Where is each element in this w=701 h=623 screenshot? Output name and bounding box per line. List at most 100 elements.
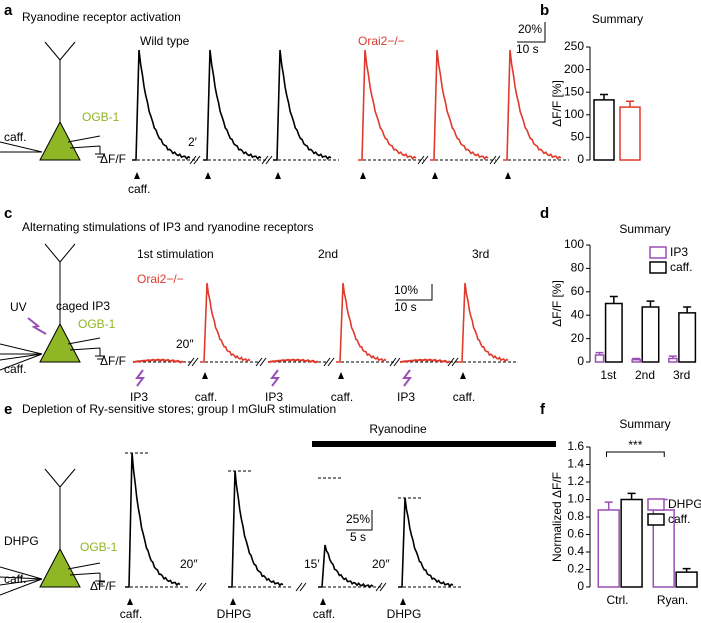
- dye-label: OGB-1: [82, 110, 120, 124]
- baseline-label: ΔF/F: [100, 354, 126, 368]
- stimulus-label: caff.: [128, 182, 150, 196]
- bar: [620, 498, 643, 588]
- dendrite: [44, 41, 76, 122]
- y-tick-label: 100: [564, 107, 584, 121]
- trace: [200, 282, 251, 363]
- stimulus-label: IP3: [397, 390, 415, 404]
- y-tick-label: 80: [571, 261, 585, 275]
- x-tick-label: Ctrl.: [607, 593, 629, 607]
- pipette-label: caff.: [4, 572, 26, 586]
- legend-swatch: [649, 246, 667, 259]
- dendrite: [44, 468, 76, 549]
- trace: [132, 49, 191, 161]
- trace: [318, 544, 374, 589]
- stimulus-arrow: [320, 598, 326, 605]
- axis-break: [261, 155, 273, 165]
- error-bar: [609, 295, 618, 304]
- chart-title: Summary: [619, 417, 670, 431]
- y-tick-label: 0.6: [567, 527, 584, 541]
- neuron: [39, 322, 81, 363]
- stimulation-label: 1st stimulation: [137, 247, 214, 261]
- axis-break: [295, 582, 307, 592]
- scale-label: 5 s: [350, 530, 366, 544]
- axis-break: [417, 155, 429, 165]
- dye-label: OGB-1: [80, 540, 118, 554]
- bar: [619, 106, 641, 161]
- axis-break: [375, 582, 387, 592]
- condition-label: Orai2−/−: [137, 272, 184, 286]
- panel-letter: c: [4, 205, 12, 222]
- scale-label: 10 s: [516, 42, 539, 56]
- bar: [604, 302, 623, 363]
- uv-label: UV: [10, 300, 27, 314]
- y-axis-label: ΔF/F [%]: [550, 280, 564, 327]
- error-bar: [682, 567, 691, 573]
- trace: [398, 497, 454, 588]
- uv-flash: [402, 369, 412, 387]
- y-tick-label: 0: [577, 152, 584, 166]
- panel-letter: d: [540, 205, 549, 222]
- chart-title: Summary: [592, 12, 643, 26]
- bar: [597, 509, 620, 588]
- stimulus-arrow: [127, 598, 133, 605]
- y-tick-label: 200: [564, 62, 584, 76]
- trace: [336, 282, 387, 363]
- stimulus-label: caff.: [331, 390, 353, 404]
- y-tick-label: 150: [564, 84, 584, 98]
- pipette: [0, 343, 43, 355]
- scale-bar: [346, 510, 373, 531]
- time-gap: 20″: [176, 337, 194, 351]
- error-bar: [632, 357, 641, 360]
- annotation: ***: [628, 438, 642, 452]
- bar: [594, 354, 605, 363]
- stimulation-label: 2nd: [318, 247, 338, 261]
- electrode: [67, 562, 105, 585]
- electrode: [67, 337, 105, 360]
- legend-label: IP3: [670, 245, 688, 259]
- error-bar: [668, 355, 677, 359]
- x-tick-label: 3rd: [673, 368, 690, 382]
- x-tick-label: Ryan.: [657, 593, 688, 607]
- pipette-label: caff.: [4, 362, 26, 376]
- y-tick-label: 250: [564, 39, 584, 53]
- neuron: [39, 547, 81, 588]
- scale-bar: [517, 22, 546, 43]
- y-tick-label: 1.4: [567, 457, 584, 471]
- scale-label: 25%: [346, 512, 370, 526]
- axis-break: [187, 357, 199, 367]
- trace: [458, 282, 509, 363]
- drug-label: Ryanodine: [369, 422, 427, 436]
- trace: [399, 358, 451, 364]
- pipette: [0, 353, 43, 371]
- trace: [228, 470, 284, 588]
- dendrite: [44, 243, 76, 324]
- panel-letter: a: [4, 2, 13, 19]
- time-gap: 15′: [304, 557, 320, 571]
- error-bar: [595, 351, 604, 355]
- trace: [503, 49, 562, 161]
- stimulus-label: caff.: [313, 607, 335, 621]
- condition-label: Wild type: [140, 34, 190, 48]
- chart-title: Summary: [619, 222, 670, 236]
- y-tick-label: 1.2: [567, 474, 584, 488]
- y-tick-label: 1.6: [567, 439, 584, 453]
- trace: [430, 49, 489, 161]
- stimulus-label: IP3: [130, 390, 148, 404]
- panel-letter: f: [540, 401, 546, 418]
- uv-flash: [270, 369, 280, 387]
- pipette-label: DHPG: [4, 534, 39, 548]
- stimulus-label: caff.: [453, 390, 475, 404]
- error-bar: [627, 492, 636, 500]
- scale-bar: [396, 284, 433, 301]
- scale-label: 10%: [394, 283, 418, 297]
- legend-label: DHPG: [668, 497, 701, 511]
- time-gap: 2′: [188, 135, 198, 149]
- axis-break: [189, 155, 201, 165]
- condition-label: Orai2−/−: [358, 34, 405, 48]
- stimulus-arrow: [338, 372, 344, 379]
- stimulus-arrow: [400, 598, 406, 605]
- panel-title: Depletion of Ry-sensitive stores; group …: [22, 402, 336, 416]
- error-bar: [604, 501, 613, 510]
- time-gap: 20″: [372, 557, 390, 571]
